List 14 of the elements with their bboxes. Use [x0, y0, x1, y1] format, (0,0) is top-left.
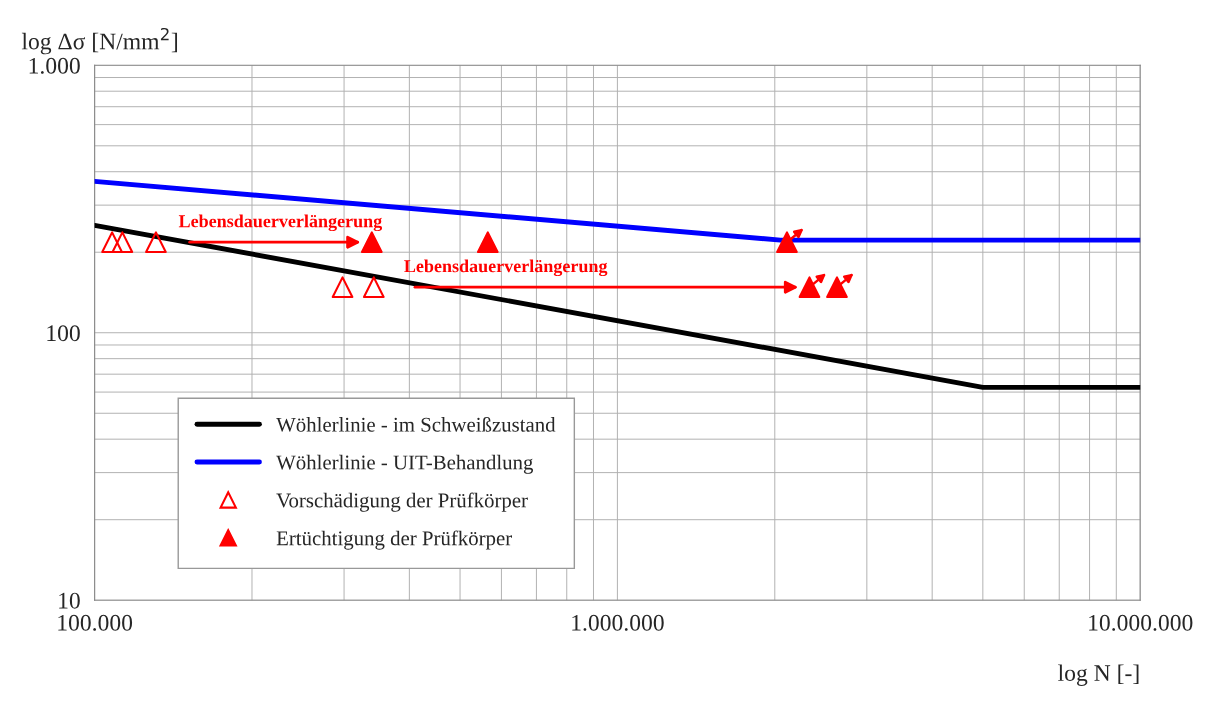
- y-axis-title: log Δσ [N/mm$^{2}$]: [21, 27, 178, 55]
- y-tick-label: 100: [47, 325, 80, 342]
- y-tick-label: 10: [59, 592, 80, 609]
- annotation: Lebensdauerverlängerung: [178, 214, 383, 232]
- legend-label: Wöhlerlinie - im Schweißzustand: [276, 416, 556, 432]
- x-axis-title: log N [-]: [1058, 664, 1139, 686]
- legend-label: Ertüchtigung der Prüfkörper: [276, 530, 512, 550]
- x-tick-label: 1.000.000: [572, 614, 664, 631]
- y-tick-label: 1.000: [29, 57, 80, 74]
- x-tick-label: 100.000: [58, 614, 133, 631]
- legend-label: Wöhlerlinie - UIT-Behandlung: [276, 454, 534, 474]
- legend-label: Vorschädigung der Prüfkörper: [276, 492, 528, 512]
- annotation: Lebensdauerverlängerung: [404, 259, 608, 277]
- x-tick-label: 10.000.000: [1089, 614, 1193, 631]
